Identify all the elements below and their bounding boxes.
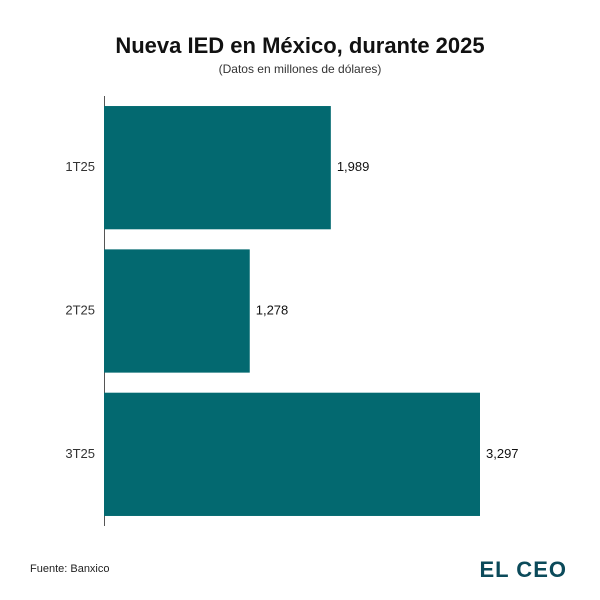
chart-title: Nueva IED en México, durante 2025 xyxy=(115,33,484,58)
chart-subtitle: (Datos en millones de dólares) xyxy=(219,62,382,76)
bar xyxy=(104,106,331,230)
source: Fuente: Banxico xyxy=(30,563,110,575)
value-label: 3,297 xyxy=(486,446,519,461)
y-tick-label: 3T25 xyxy=(65,446,95,461)
y-tick-label: 1T25 xyxy=(65,159,95,174)
y-tick-label: 2T25 xyxy=(65,302,95,317)
value-label: 1,278 xyxy=(256,302,289,317)
brand-logo: EL CEO xyxy=(479,557,567,582)
bar xyxy=(104,249,250,373)
value-label: 1,989 xyxy=(337,159,370,174)
bar xyxy=(104,392,480,516)
